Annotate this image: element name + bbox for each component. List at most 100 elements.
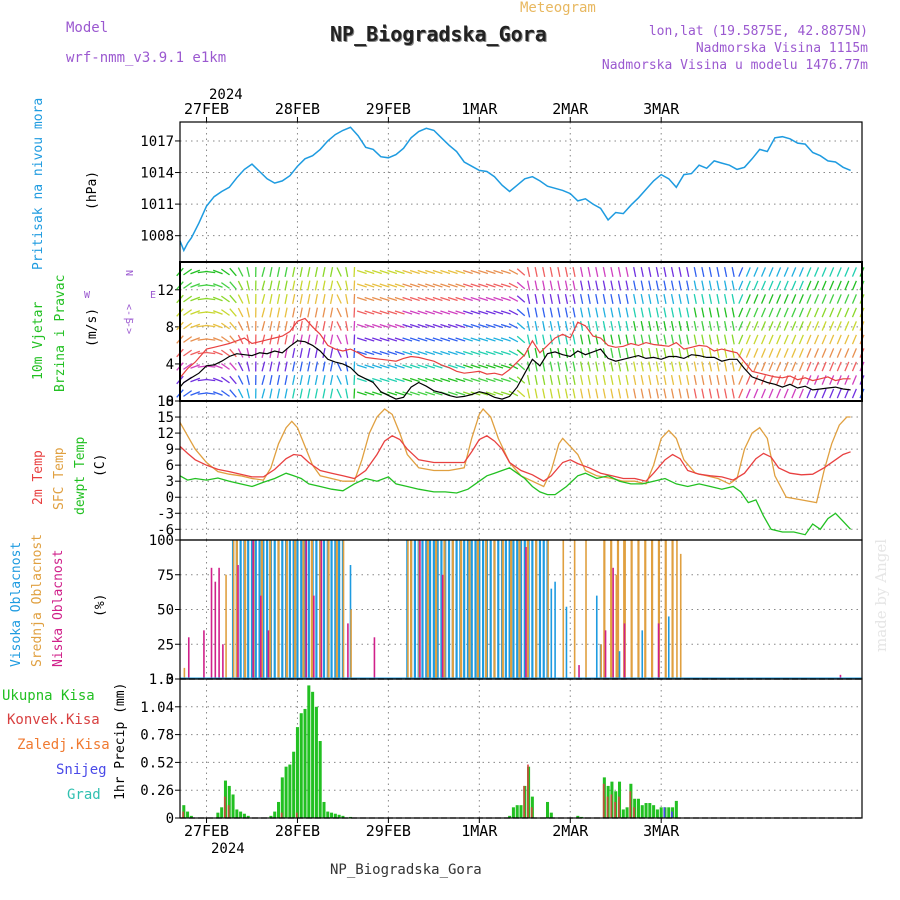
wind-arrow (829, 267, 835, 277)
wind-arrow (190, 364, 201, 369)
wind-arrow (372, 283, 382, 288)
precip-total-bar (674, 800, 678, 818)
wind-arrow (655, 280, 660, 291)
wind-arrow (432, 337, 443, 342)
wind-arrow (791, 334, 797, 345)
wind-arrow (372, 310, 382, 315)
wind-arrow (821, 280, 827, 291)
wind-arrow (602, 293, 606, 305)
wind-arrow (455, 310, 466, 315)
wind-arrow (409, 364, 420, 369)
wind-arrow (409, 350, 420, 356)
precip-conv-bar (610, 794, 613, 818)
wind-arrow (183, 390, 193, 397)
wind-arrow (851, 348, 857, 358)
wind-arrow (564, 266, 569, 278)
precip-legend-snow: Snijeg (56, 762, 107, 778)
wind-arrow (336, 307, 342, 318)
wind-arrow (237, 388, 244, 399)
wind-arrow (394, 283, 405, 288)
wind-arrow (844, 294, 850, 304)
wind-arrow (508, 282, 519, 289)
wind-arrow (292, 266, 296, 278)
wind-arrow (500, 269, 511, 275)
wind-arrow (394, 350, 405, 356)
wind-arrow (455, 269, 466, 275)
wind-arrow (564, 361, 569, 372)
wind-arrow (299, 320, 303, 332)
wind-arrow (261, 321, 266, 331)
wind-arrow (478, 364, 489, 369)
wind-arrow (447, 364, 458, 369)
wind-arrow (276, 320, 281, 332)
wind-arrow (708, 280, 713, 291)
wind-arrow (462, 310, 473, 315)
wind-arrow (462, 296, 473, 302)
wind-arrow (723, 280, 728, 291)
wind-arrow (829, 334, 835, 345)
wind-arrow (693, 388, 697, 399)
wind-arrow (314, 307, 319, 318)
wind-arrow (314, 388, 319, 399)
wind-arrow (753, 294, 759, 304)
wind-arrow (455, 296, 466, 302)
wind-arrow (602, 361, 606, 372)
precip-total-bar (216, 812, 220, 818)
wind-arrow (409, 296, 420, 302)
wind-arrow (485, 296, 496, 302)
pressure-ylabel: Pritisak na nivou mora (31, 98, 46, 270)
wind-arrow (844, 334, 850, 345)
wind-arrow (292, 374, 296, 386)
precip-total-bar (303, 708, 307, 818)
wind-arrow (587, 293, 591, 305)
wind-arrow (791, 267, 797, 277)
wind-arrow (447, 323, 458, 329)
wind-arrow (813, 280, 820, 291)
wind-arrow (549, 266, 553, 278)
wind-arrow (723, 374, 728, 386)
wind-arrow (417, 350, 428, 356)
wind-arrow (322, 374, 326, 386)
wind-arrow (485, 350, 496, 356)
wind-arrow (269, 388, 273, 399)
wind-arrow (708, 388, 713, 399)
wind-arrow (716, 374, 720, 386)
wind-arrow (760, 280, 767, 291)
wind-arrow (292, 361, 296, 372)
wind-arrow (493, 283, 504, 288)
wind-arrow (617, 307, 622, 318)
precip-total-bar (318, 741, 322, 818)
wind-arrow (655, 388, 660, 399)
wind-arrow (723, 388, 728, 399)
wind-arrow (693, 374, 697, 386)
wind-arrow (284, 334, 288, 345)
wind-arrow (493, 337, 504, 342)
wind-arrow (776, 334, 782, 345)
wind-arrow (813, 267, 820, 277)
wind-arrow (364, 283, 375, 288)
wind-arrow (447, 337, 458, 342)
wind-arrow (542, 293, 546, 305)
wind-arrow (508, 336, 519, 343)
wind-arrow (500, 323, 511, 329)
wind-arrow (745, 307, 751, 318)
wind-arrow (508, 350, 519, 356)
wind-arrow (440, 310, 451, 315)
wind-arrow (776, 348, 782, 358)
wind-arrow (579, 374, 584, 386)
wind-arrow (760, 307, 767, 318)
wind-arrow (655, 320, 660, 332)
wind-arrow (716, 293, 720, 305)
wind-arrow (470, 323, 481, 329)
wind-arrow (212, 337, 223, 342)
wind-arrow (670, 361, 675, 372)
wind-arrow (595, 388, 599, 399)
precip-snow-bar (671, 811, 673, 818)
wind-arrow (806, 294, 812, 304)
wind-arrow (394, 323, 405, 329)
wind-arrow (768, 361, 774, 372)
wind-arrow (379, 377, 390, 383)
wind-arrow (425, 323, 436, 329)
precip-total-bar (292, 751, 296, 818)
wind-arrow (440, 323, 451, 329)
